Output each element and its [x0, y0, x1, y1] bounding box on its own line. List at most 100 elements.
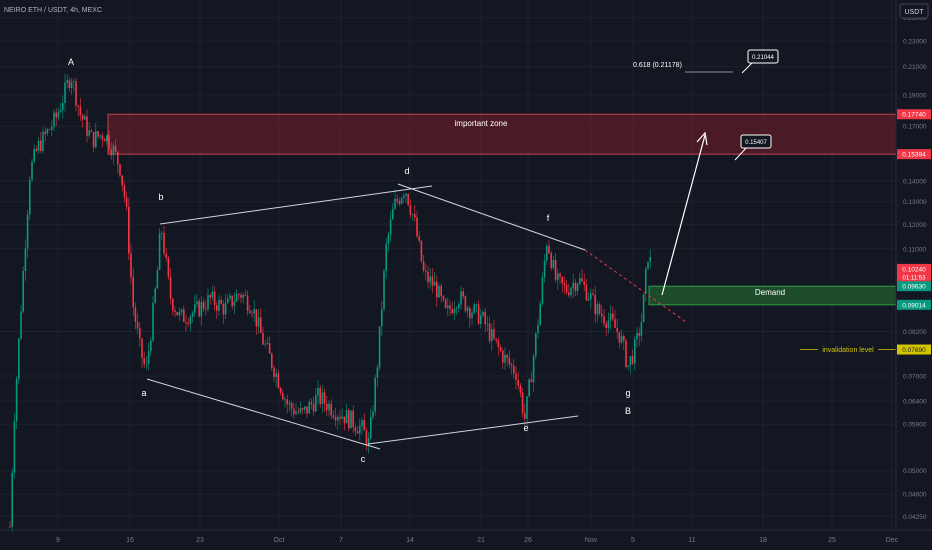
candle-body	[163, 232, 165, 254]
candle-body	[125, 196, 128, 207]
price-tick-label: 0.17000	[903, 124, 927, 131]
time-tick-label: 9	[56, 537, 60, 544]
candle-body	[497, 340, 500, 348]
candle-body	[183, 309, 185, 322]
candle-body	[517, 379, 519, 386]
candle-body	[356, 431, 359, 434]
price-tick-label: 0.14000	[903, 178, 927, 185]
candle-body	[64, 82, 66, 103]
candle-body	[416, 217, 418, 237]
candle-body	[570, 288, 572, 296]
candle-body	[495, 338, 497, 341]
candle-body	[647, 261, 649, 269]
candle-body	[528, 379, 530, 397]
price-label: 0.07690	[902, 347, 926, 354]
candle-body	[579, 277, 581, 284]
currency-label[interactable]: USDT	[904, 9, 924, 16]
candle-body	[587, 298, 590, 301]
candle-body	[233, 301, 236, 307]
wave-label-e: e	[523, 423, 528, 433]
currency-box[interactable]	[899, 3, 929, 19]
trendline-a-c	[146, 378, 381, 450]
candle-body	[392, 208, 394, 220]
candle-body	[543, 260, 546, 278]
candle-body	[594, 294, 596, 315]
candle-body	[110, 149, 112, 156]
candle-body	[143, 357, 145, 365]
candle-body	[469, 307, 471, 319]
candle-body	[627, 365, 629, 367]
candle-body	[136, 321, 139, 329]
candle-body	[436, 281, 438, 298]
time-tick-label: 7	[339, 537, 343, 544]
candle-body	[180, 309, 183, 312]
candle-body	[491, 329, 493, 342]
candle-body	[227, 298, 229, 303]
candle-body	[508, 357, 511, 365]
projection-arrowhead	[696, 131, 708, 146]
candle-body	[165, 253, 167, 258]
candle-body	[339, 416, 341, 419]
candle-body	[510, 364, 513, 366]
candle-body	[572, 282, 574, 289]
candle-body	[526, 396, 528, 419]
candle-body	[37, 140, 40, 151]
candle-body	[95, 131, 97, 148]
candle-body	[189, 316, 192, 324]
candle-body	[612, 313, 614, 320]
candle-body	[202, 301, 205, 309]
time-tick-label: 21	[477, 537, 485, 544]
candle-body	[117, 151, 119, 165]
candle-body	[605, 323, 607, 328]
candle-body	[55, 112, 57, 118]
candle-body	[103, 139, 106, 142]
candle-body	[308, 402, 310, 414]
candle-body	[121, 175, 123, 186]
candle-body	[405, 193, 407, 196]
candle-body	[475, 304, 478, 306]
candle-body	[319, 387, 321, 404]
candle-body	[79, 106, 82, 116]
candle-body	[557, 273, 559, 280]
candle-body	[345, 410, 348, 424]
candle-body	[57, 112, 60, 118]
candle-body	[213, 291, 216, 306]
candle-body	[108, 135, 110, 150]
price-tick-label: 0.19000	[903, 92, 927, 99]
candle-body	[139, 328, 141, 339]
candle-body	[614, 319, 616, 328]
candle-body	[592, 293, 594, 295]
candle-body	[62, 102, 64, 110]
candle-body	[11, 472, 13, 527]
candle-body	[13, 421, 16, 473]
price-label-bg	[897, 109, 931, 120]
time-tick-label: 5	[631, 537, 635, 544]
candle-body	[532, 356, 535, 383]
candle-body	[524, 413, 526, 419]
price-tick-label: 0.07000	[903, 373, 927, 380]
candle-body	[473, 304, 475, 313]
candle-body	[403, 195, 405, 199]
candle-body	[46, 129, 49, 134]
price-tick-label: 0.23000	[903, 39, 927, 46]
candle-body	[312, 404, 315, 412]
candle-body	[244, 294, 247, 296]
candle-body	[15, 379, 18, 422]
candle-body	[158, 233, 161, 270]
candle-body	[51, 126, 53, 130]
candle-body	[482, 311, 484, 316]
candle-body	[101, 135, 104, 140]
candle-body	[284, 399, 286, 401]
candle-body	[35, 148, 38, 151]
candle-body	[609, 313, 612, 321]
candle-body	[554, 260, 557, 280]
candle-body	[18, 338, 20, 380]
candle-body	[383, 270, 385, 310]
candle-body	[466, 307, 469, 312]
candle-body	[279, 388, 282, 393]
candle-body	[31, 161, 33, 181]
wave-label-f: f	[547, 213, 550, 223]
price-label: 0.17740	[902, 112, 926, 119]
candle-body	[90, 130, 93, 133]
